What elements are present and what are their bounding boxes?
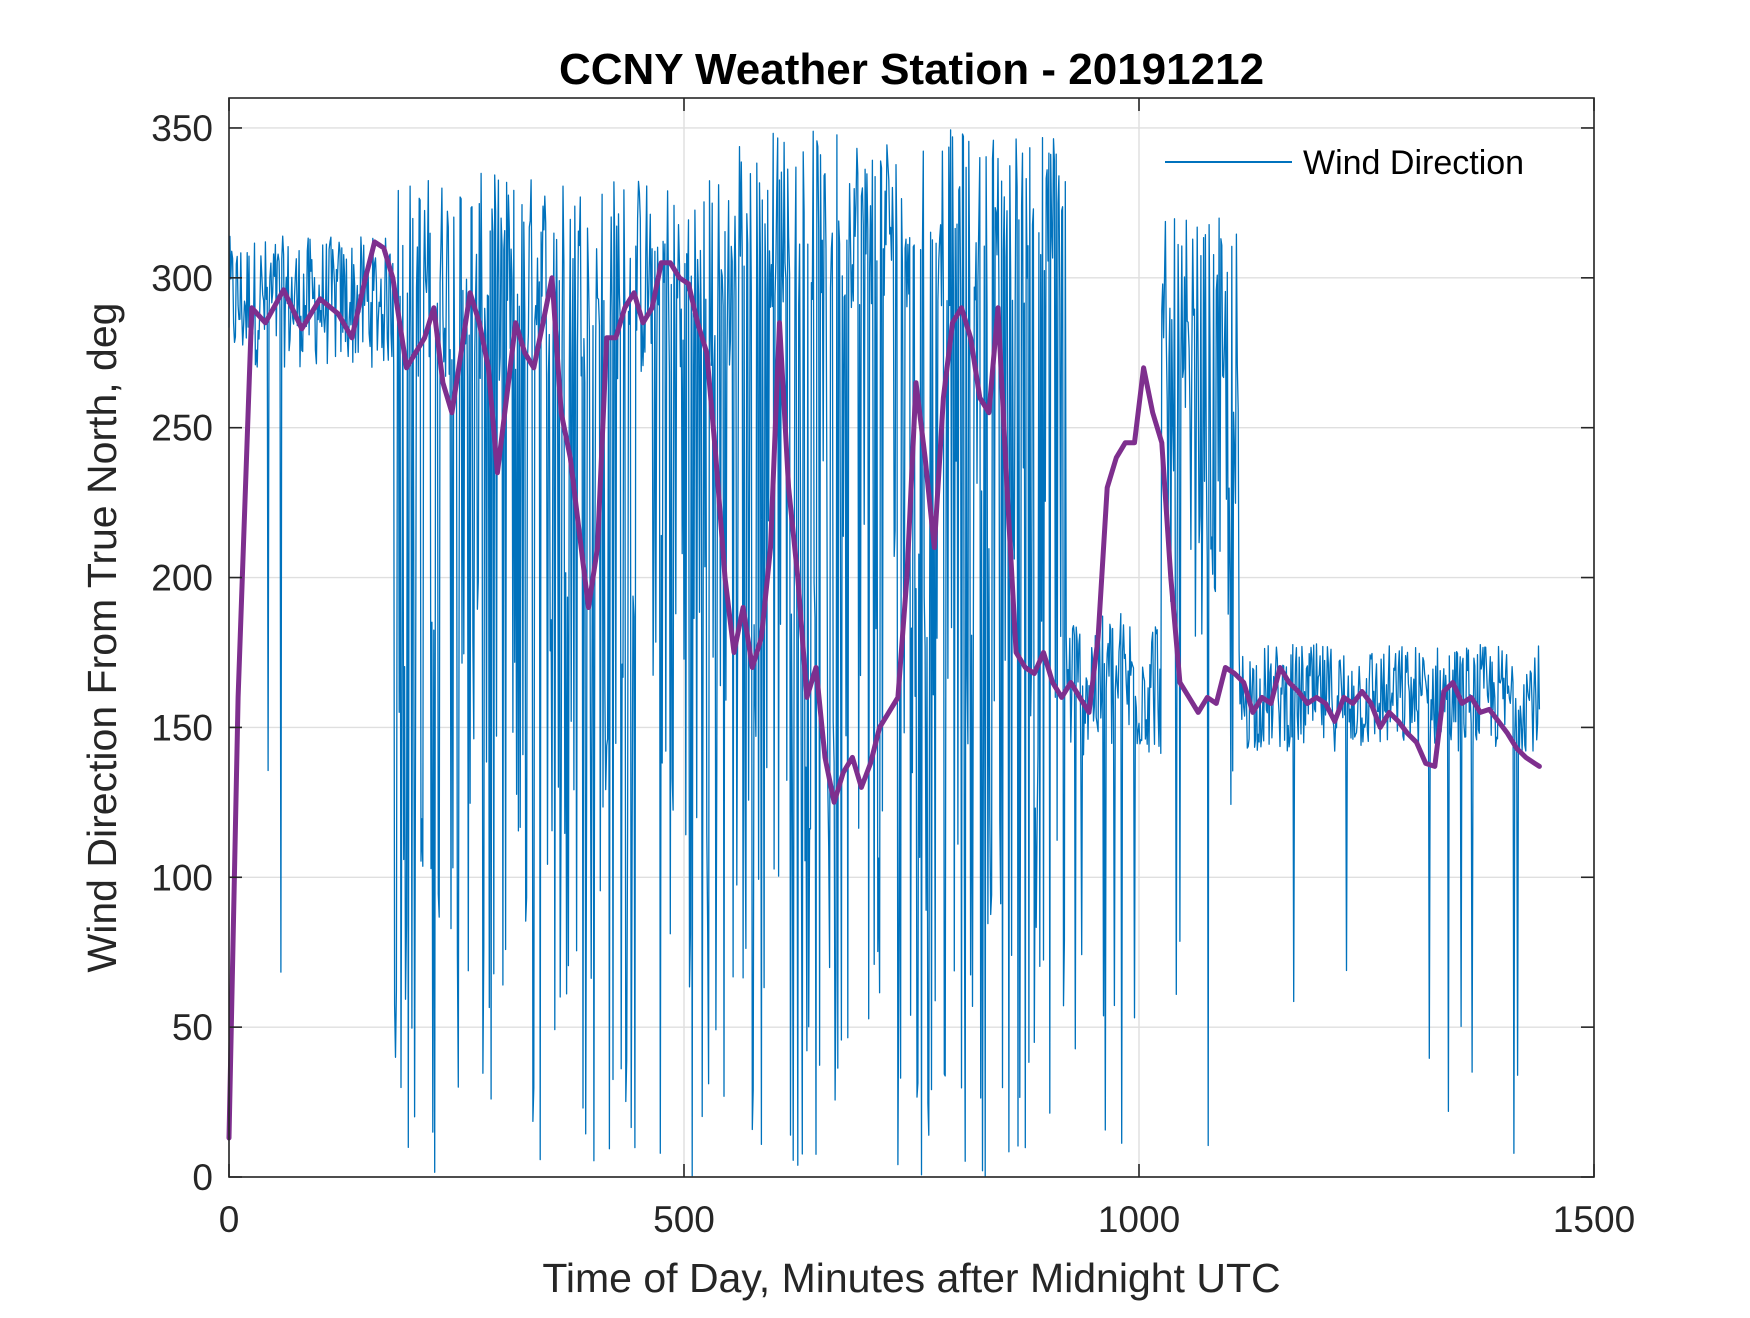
y-tick-label: 150 bbox=[151, 707, 213, 748]
y-tick-label: 100 bbox=[151, 857, 213, 898]
y-tick-label: 0 bbox=[192, 1157, 213, 1198]
x-tick-label: 1000 bbox=[1098, 1199, 1180, 1240]
legend-label-wind-direction: Wind Direction bbox=[1303, 144, 1524, 182]
x-axis-label: Time of Day, Minutes after Midnight UTC bbox=[542, 1255, 1280, 1301]
ticks: 0 500 1000 1500 0 50 100 150 200 250 300 350 bbox=[151, 98, 1635, 1240]
y-tick-label: 300 bbox=[151, 258, 213, 299]
x-tick-label: 500 bbox=[653, 1199, 715, 1240]
y-axis-label: Wind Direction From True North, deg bbox=[79, 303, 125, 973]
x-tick-label: 1500 bbox=[1553, 1199, 1635, 1240]
y-tick-label: 350 bbox=[151, 108, 213, 149]
axes-box bbox=[228, 97, 1595, 1178]
y-tick-label: 50 bbox=[172, 1007, 213, 1048]
legend: Wind Direction bbox=[1165, 144, 1524, 182]
y-tick-label: 200 bbox=[151, 558, 213, 599]
series-line-smoothed bbox=[226, 239, 1542, 1141]
series-layer bbox=[226, 129, 1542, 1177]
x-tick-label: 0 bbox=[219, 1199, 240, 1240]
y-tick-label: 250 bbox=[151, 408, 213, 449]
chart-title: CCNY Weather Station - 20191212 bbox=[559, 45, 1264, 94]
